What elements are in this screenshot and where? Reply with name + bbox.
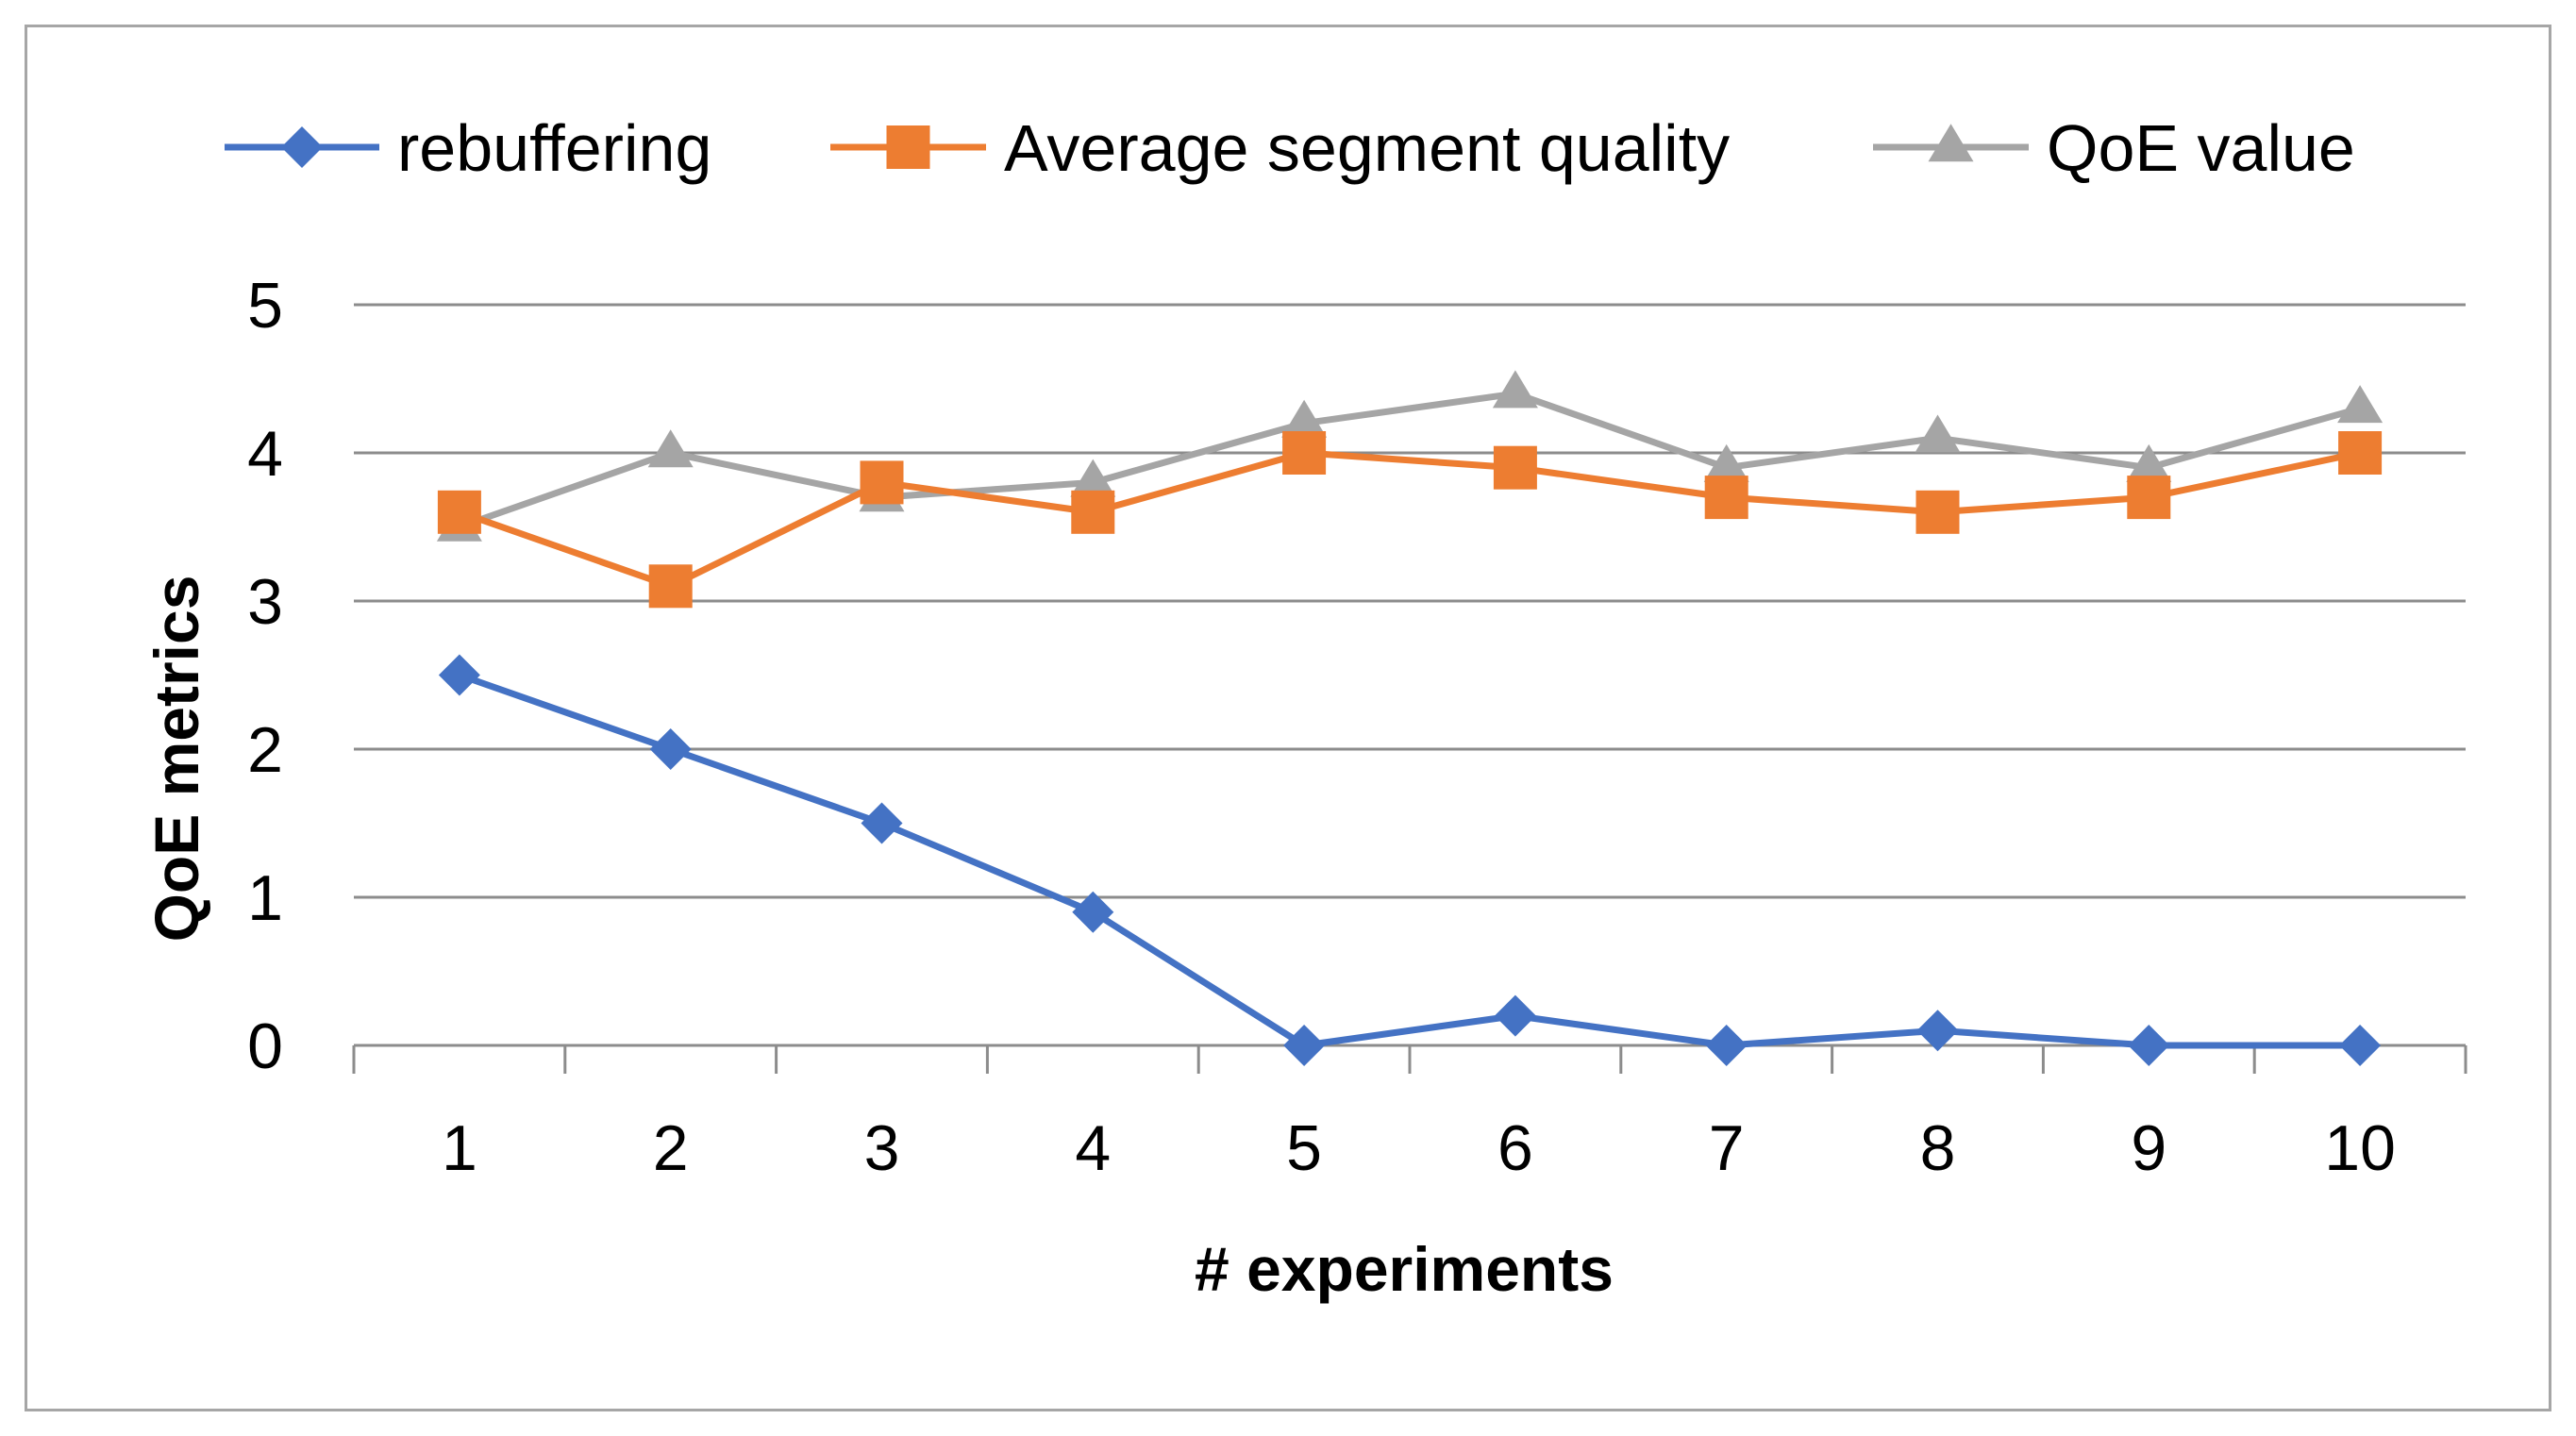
legend-item-rebuffering: rebuffering [225, 111, 711, 185]
legend-label-rebuffering: rebuffering [397, 111, 711, 185]
data-point-rebuffering-8 [1916, 1010, 1959, 1052]
data-point-average-segment-quality-4 [1071, 490, 1115, 534]
data-point-rebuffering-9 [2128, 1025, 2170, 1066]
y-tick-label-4: 4 [247, 418, 283, 490]
x-axis-tick-labels: 1 2 3 4 5 6 7 8 9 10 [442, 1112, 2396, 1184]
y-tick-label-3: 3 [247, 566, 283, 638]
y-tick-label-5: 5 [247, 270, 283, 342]
data-point-rebuffering-10 [2339, 1025, 2382, 1066]
legend: rebuffering Average segment quality QoE va… [225, 111, 2355, 185]
data-point-qoe-value-7 [1703, 443, 1749, 482]
legend-label-average-segment-quality: Average segment quality [1004, 111, 1730, 185]
y-axis-title: QoE metrics [142, 576, 211, 943]
data-point-qoe-value-8 [1915, 414, 1961, 453]
data-point-qoe-value-9 [2126, 443, 2172, 482]
data-point-rebuffering-4 [1072, 891, 1114, 933]
series-qoe-value [436, 370, 2384, 542]
y-tick-label-1: 1 [247, 862, 283, 934]
series-line-qoe-value [456, 390, 2364, 530]
data-point-average-segment-quality-5 [1282, 431, 1327, 475]
series-line-average-segment-quality [456, 449, 2364, 590]
x-tick-label-8: 8 [1920, 1112, 1956, 1184]
data-point-qoe-value-2 [647, 429, 694, 468]
series-average-segment-quality [437, 431, 2383, 609]
legend-marker-qoe-value [1928, 124, 1974, 162]
chart-frame [25, 25, 2551, 1411]
x-tick-label-2: 2 [653, 1112, 689, 1184]
x-tick-label-1: 1 [442, 1112, 477, 1184]
x-tick-label-4: 4 [1075, 1112, 1111, 1184]
data-point-average-segment-quality-3 [860, 460, 904, 505]
x-axis-title: # experiments [1195, 1234, 1614, 1304]
legend-item-average-segment-quality: Average segment quality [830, 111, 1730, 185]
data-point-rebuffering-2 [649, 728, 692, 770]
data-point-average-segment-quality-9 [2127, 476, 2171, 520]
x-tick-label-3: 3 [864, 1112, 900, 1184]
data-point-qoe-value-5 [1281, 399, 1328, 438]
data-point-average-segment-quality-7 [1704, 476, 1748, 520]
y-tick-label-0: 0 [247, 1010, 283, 1082]
x-tick-label-6: 6 [1497, 1112, 1533, 1184]
x-tick-label-7: 7 [1709, 1112, 1745, 1184]
x-tick-label-10: 10 [2324, 1112, 2396, 1184]
data-point-rebuffering-3 [861, 802, 903, 844]
data-point-average-segment-quality-6 [1493, 445, 1537, 490]
x-tick-label-9: 9 [2131, 1112, 2166, 1184]
y-tick-label-2: 2 [247, 714, 283, 786]
data-point-qoe-value-4 [1070, 459, 1116, 497]
data-point-average-segment-quality-1 [437, 490, 481, 534]
data-point-rebuffering-7 [1705, 1025, 1748, 1066]
data-point-rebuffering-6 [1494, 994, 1536, 1037]
legend-item-qoe-value: QoE value [1873, 111, 2355, 185]
x-tick-label-5: 5 [1286, 1112, 1322, 1184]
series-rebuffering [438, 654, 2382, 1066]
data-point-rebuffering-1 [438, 654, 480, 696]
data-point-qoe-value-10 [2337, 385, 2384, 424]
data-point-average-segment-quality-2 [648, 564, 693, 609]
legend-label-qoe-value: QoE value [2047, 111, 2355, 185]
data-point-average-segment-quality-8 [1915, 490, 1960, 534]
y-axis-tick-labels: 0 1 2 3 4 5 [247, 270, 283, 1082]
data-point-qoe-value-6 [1492, 370, 1538, 409]
series-line-rebuffering [456, 672, 2364, 1049]
legend-marker-average-segment-quality [886, 125, 930, 169]
series-layer [436, 370, 2384, 1066]
legend-marker-rebuffering [281, 126, 323, 168]
data-point-average-segment-quality-10 [2338, 431, 2383, 475]
data-point-rebuffering-5 [1283, 1025, 1326, 1066]
gridlines [354, 303, 2466, 899]
